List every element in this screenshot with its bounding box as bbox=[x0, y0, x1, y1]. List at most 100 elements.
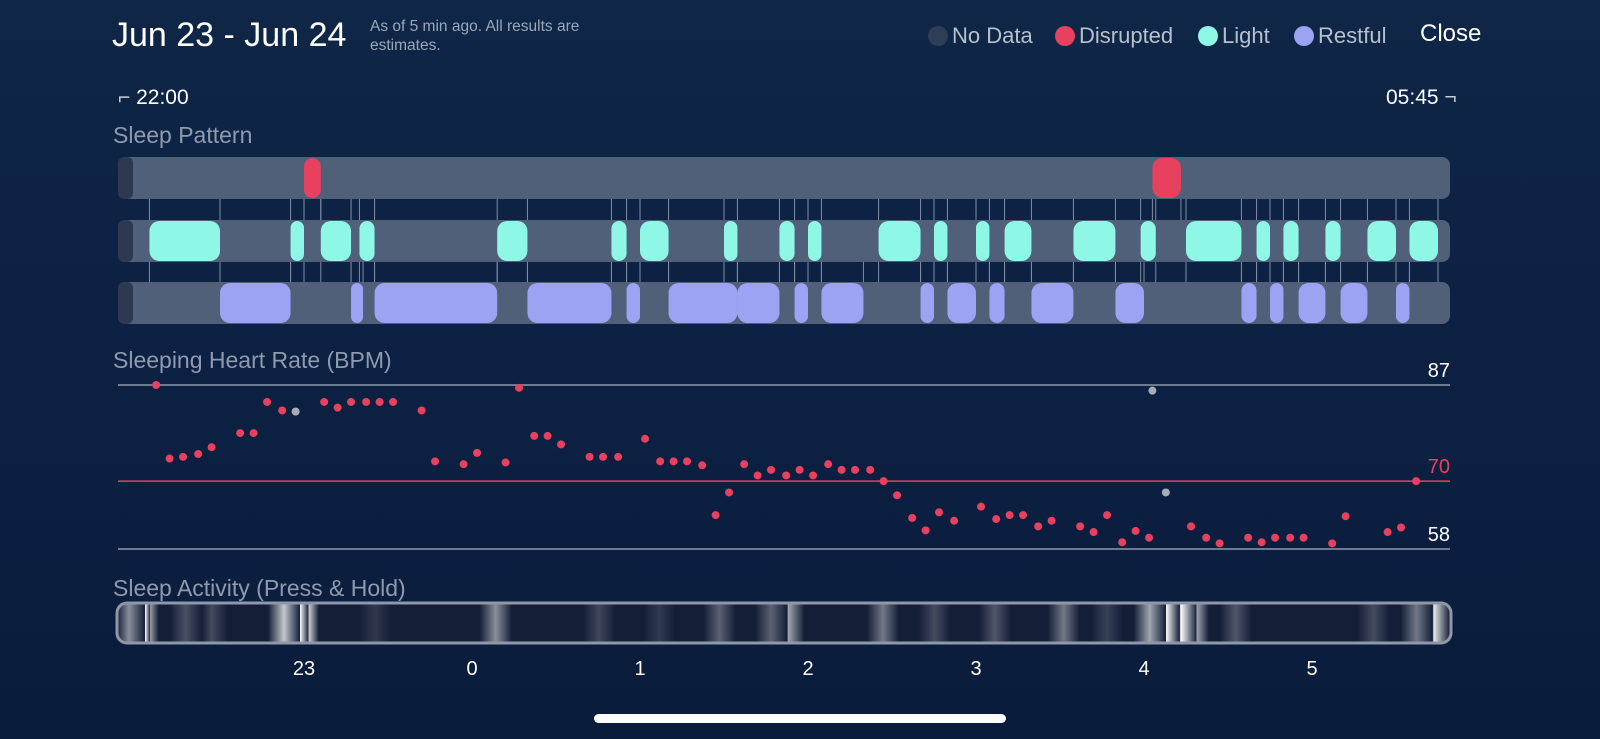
hr-point bbox=[782, 471, 791, 480]
hr-point bbox=[669, 457, 678, 466]
hr-point bbox=[515, 383, 524, 392]
activity-xtick-label: 4 bbox=[1138, 658, 1149, 680]
hr-point bbox=[599, 452, 608, 461]
hr-point bbox=[501, 458, 510, 467]
pattern-no-data-cap bbox=[118, 157, 133, 199]
start-time-label: 22:00 bbox=[136, 86, 189, 109]
hr-point bbox=[333, 403, 342, 412]
legend-label: No Data bbox=[952, 23, 1033, 48]
estimate-note: As of 5 min ago. All results are estimat… bbox=[370, 18, 580, 54]
pattern-segment-light bbox=[320, 221, 352, 261]
hr-point bbox=[291, 407, 300, 416]
heart-rate-heading: Sleeping Heart Rate (BPM) bbox=[113, 347, 392, 373]
hr-point bbox=[753, 471, 762, 480]
activity-xtick-label: 5 bbox=[1306, 658, 1317, 680]
home-indicator[interactable] bbox=[594, 714, 1006, 723]
hr-point bbox=[641, 434, 650, 443]
hr-point bbox=[950, 516, 959, 525]
hr-point bbox=[152, 381, 161, 389]
pattern-segment-light bbox=[1325, 221, 1341, 261]
pattern-segment-restful bbox=[220, 283, 291, 323]
hr-point bbox=[1118, 538, 1127, 547]
hr-point bbox=[1019, 511, 1028, 520]
close-button[interactable]: Close bbox=[1420, 20, 1482, 47]
pattern-segment-light bbox=[724, 221, 738, 261]
hr-point bbox=[683, 457, 692, 466]
hr-point bbox=[1299, 533, 1308, 542]
hr-point bbox=[879, 477, 888, 486]
start-time: ⌐ 22:00 bbox=[118, 86, 189, 110]
legend-item-disrupted: Disrupted bbox=[1055, 22, 1173, 50]
pattern-segment-light bbox=[1004, 221, 1032, 261]
restful-dot bbox=[1294, 26, 1314, 46]
hr-point bbox=[165, 454, 174, 463]
hr-point bbox=[1341, 512, 1350, 521]
pattern-segment-restful bbox=[1298, 283, 1326, 323]
hr-point bbox=[1244, 533, 1253, 542]
sleep-activity-heading: Sleep Activity (Press & Hold) bbox=[113, 575, 406, 601]
pattern-segment-restful bbox=[1241, 283, 1257, 323]
activity-xtick-label: 2 bbox=[802, 658, 813, 680]
hr-point bbox=[992, 515, 1001, 524]
hr-point bbox=[375, 397, 384, 406]
date-range-title: Jun 23 - Jun 24 bbox=[112, 16, 347, 54]
hr-point bbox=[320, 397, 329, 406]
pattern-no-data-cap bbox=[118, 220, 133, 262]
legend-item-light: Light bbox=[1198, 22, 1270, 50]
hr-point bbox=[1215, 539, 1224, 548]
pattern-segment-light bbox=[359, 221, 375, 261]
pattern-segment-light bbox=[1186, 221, 1242, 261]
hr-point bbox=[473, 448, 482, 457]
pattern-segment-light bbox=[290, 221, 304, 261]
hr-point bbox=[362, 397, 371, 406]
pattern-no-data-cap bbox=[118, 282, 133, 324]
hr-point bbox=[1131, 526, 1140, 535]
hr-reference-label-87: 87 bbox=[1428, 360, 1450, 382]
pattern-segment-restful bbox=[351, 283, 364, 323]
hr-point bbox=[389, 397, 398, 406]
hr-point bbox=[1047, 516, 1056, 525]
hr-point bbox=[656, 457, 665, 466]
hr-point bbox=[1412, 477, 1421, 486]
hr-reference-label-58: 58 bbox=[1428, 524, 1450, 546]
bracket-right-icon: ¬ bbox=[1438, 86, 1457, 109]
pattern-segment-light bbox=[808, 221, 822, 261]
hr-point bbox=[179, 452, 188, 461]
hr-point bbox=[1005, 511, 1014, 520]
hr-point bbox=[1148, 386, 1157, 395]
hr-point bbox=[1286, 533, 1295, 542]
hr-point bbox=[767, 465, 776, 474]
hr-point bbox=[1328, 539, 1337, 548]
hr-point bbox=[740, 460, 749, 469]
hr-point bbox=[1202, 533, 1211, 542]
pattern-segment-light bbox=[1367, 221, 1396, 261]
hr-point bbox=[866, 465, 875, 474]
hr-point bbox=[1397, 523, 1406, 532]
pattern-connectors bbox=[148, 199, 1439, 282]
pattern-segment-restful bbox=[374, 283, 498, 323]
hr-point bbox=[557, 440, 566, 449]
pattern-segment-disrupted bbox=[1152, 158, 1181, 198]
disrupted-dot bbox=[1055, 26, 1075, 46]
end-time: 05:45 ¬ bbox=[1386, 86, 1457, 110]
hr-point bbox=[893, 491, 902, 500]
pattern-track-disrupted bbox=[118, 157, 1450, 199]
sleep-pattern-heading: Sleep Pattern bbox=[113, 122, 253, 148]
hr-point bbox=[543, 431, 552, 440]
light-dot bbox=[1198, 26, 1218, 46]
hr-point bbox=[530, 431, 539, 440]
hr-point bbox=[263, 397, 272, 406]
pattern-segment-restful bbox=[1270, 283, 1284, 323]
pattern-segment-light bbox=[1409, 221, 1438, 261]
activity-xtick-label: 1 bbox=[634, 658, 645, 680]
hr-point bbox=[1161, 488, 1170, 497]
pattern-segment-restful bbox=[920, 283, 934, 323]
pattern-segment-light bbox=[1140, 221, 1156, 261]
hr-point bbox=[278, 406, 287, 415]
hr-point bbox=[417, 406, 426, 415]
hr-point bbox=[809, 471, 818, 480]
hr-point bbox=[837, 465, 846, 474]
pattern-segment-light bbox=[1256, 221, 1270, 261]
pattern-segment-light bbox=[149, 221, 220, 261]
